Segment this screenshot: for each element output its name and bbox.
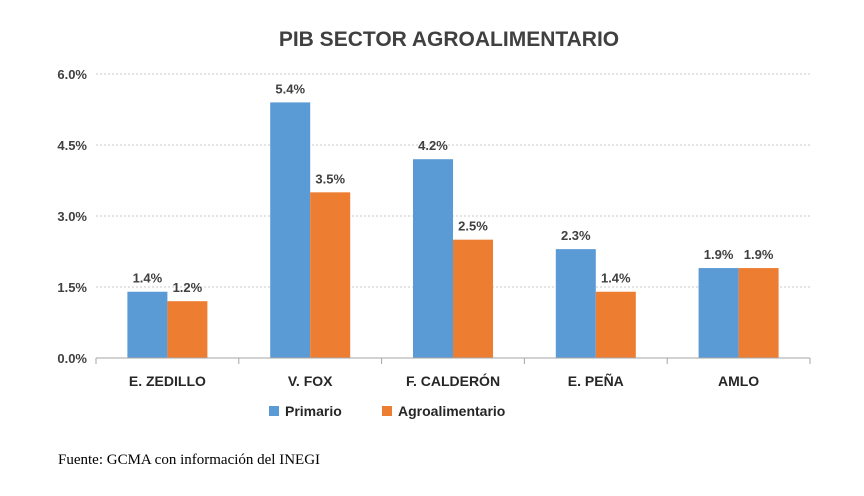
legend-swatch — [269, 406, 279, 416]
x-axis: E. ZEDILLO V. FOX F. CALDERÓN E. PEÑA AMLO — [95, 357, 811, 389]
bar-chart: PIB SECTOR AGROALIMENTARIO 0.0% 1.5% 3.0% 4… — [57, 28, 811, 419]
y-tick-label: 3.0% — [57, 209, 87, 224]
bar-primario — [127, 291, 168, 358]
bar-agroalimentario — [310, 192, 351, 358]
data-label: 1.4% — [601, 271, 631, 286]
x-category-label: E. PEÑA — [568, 372, 624, 389]
data-label: 1.9% — [704, 247, 734, 262]
data-label: 4.2% — [418, 138, 448, 153]
y-axis: 0.0% 1.5% 3.0% 4.5% 6.0% — [57, 67, 87, 366]
x-category-label: E. ZEDILLO — [129, 373, 206, 389]
x-category-label: F. CALDERÓN — [406, 372, 500, 389]
legend-label: Agroalimentario — [398, 403, 505, 419]
legend-swatch — [382, 406, 392, 416]
source-note: Fuente: GCMA con información del INEGI — [58, 452, 321, 468]
bar-primario — [698, 268, 739, 358]
chart-title: PIB SECTOR AGROALIMENTARIO — [279, 28, 619, 51]
bar-agroalimentario — [453, 239, 493, 358]
y-tick-label: 6.0% — [57, 67, 87, 82]
legend: Primario Agroalimentario — [269, 403, 505, 419]
bar-primario — [413, 159, 453, 358]
data-label: 2.3% — [561, 228, 591, 243]
data-label: 2.5% — [458, 219, 488, 234]
data-label: 1.2% — [173, 280, 203, 295]
bar-agroalimentario — [738, 268, 779, 358]
legend-label: Primario — [285, 403, 342, 419]
y-tick-label: 4.5% — [57, 138, 87, 153]
data-label: 3.5% — [315, 171, 345, 186]
data-label: 1.9% — [744, 247, 774, 262]
x-category-label: AMLO — [718, 373, 759, 389]
data-labels: 1.4% 1.2% 5.4% 3.5% 4.2% 2.5% 2.3% 1.4% 1.9% 1.9% — [133, 81, 774, 295]
bar-agroalimentario — [595, 291, 636, 358]
bar-primario — [270, 102, 311, 359]
bar-agroalimentario — [167, 301, 208, 358]
data-label: 5.4% — [275, 81, 305, 96]
bar-primario — [555, 249, 596, 358]
y-tick-label: 1.5% — [57, 280, 87, 295]
bars — [127, 102, 779, 359]
data-label: 1.4% — [133, 271, 163, 286]
y-tick-label: 0.0% — [57, 351, 87, 366]
x-category-label: V. FOX — [288, 373, 333, 389]
